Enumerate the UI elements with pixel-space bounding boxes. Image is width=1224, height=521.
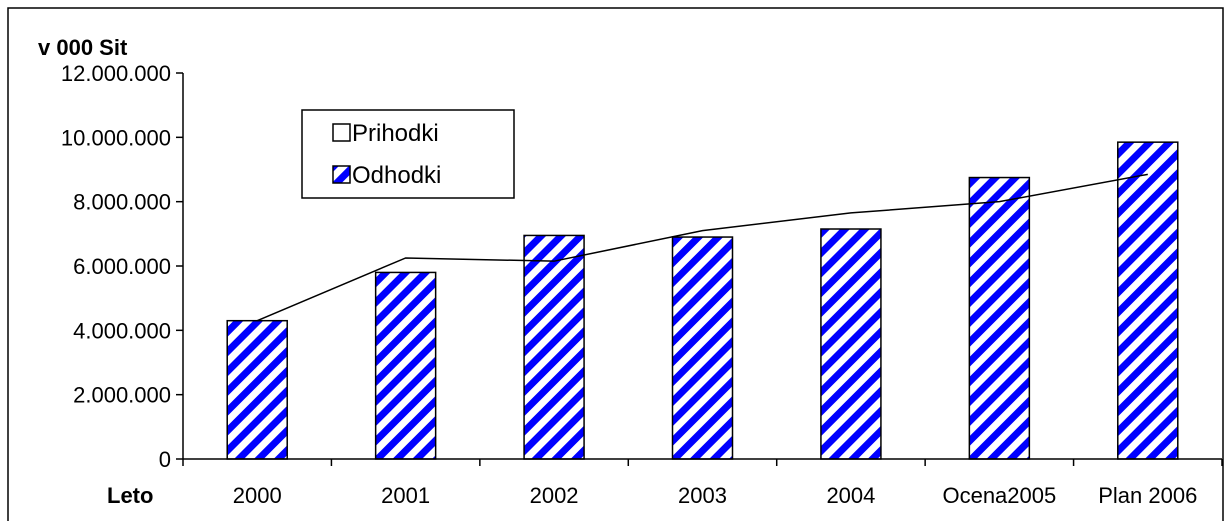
x-tick-label: 2004 [826,483,875,508]
x-tick-label: 2002 [530,483,579,508]
x-tick-label: 2001 [381,483,430,508]
legend-label-odhodki: Odhodki [352,162,441,189]
bar-odhodki [374,271,437,460]
legend-swatch-odhodki [332,165,351,184]
line-prihodki [256,173,1148,322]
y-axis-title: v 000 Sit [38,35,128,60]
y-tick-label: 12.000.000 [61,61,171,86]
y-tick-label: 4.000.000 [73,318,171,343]
bar-odhodki [226,319,288,460]
legend-label-prihodki: Prihodki [352,120,439,147]
x-tick-label: 2000 [233,483,282,508]
x-tick-label: Ocena2005 [942,483,1056,508]
y-tick-label: 2.000.000 [73,383,171,408]
y-axis-ticks: 0 2.000.000 4.000.000 6.000.000 8.000.000 10.… [61,61,183,472]
bar-odhodki [968,176,1031,460]
bar-series [226,141,1179,460]
legend: Prihodki Odhodki [301,109,515,199]
y-tick-label: 6.000.000 [73,254,171,279]
y-tick-label: 10.000.000 [61,125,171,150]
bar-odhodki [523,234,585,460]
y-tick-label: 0 [159,447,171,472]
bar-odhodki [1117,141,1179,460]
bar-odhodki [671,236,734,460]
chart-border [7,7,1224,521]
x-axis-title: Leto [107,483,153,508]
bar-odhodki [820,228,882,460]
x-tick-label: Plan 2006 [1098,483,1197,508]
line-series [256,173,1148,322]
legend-swatch-prihodki [332,123,351,142]
x-tick-label: 2003 [678,483,727,508]
x-axis-ticks: 2000 2001 2002 2003 2004 Ocena2005 Plan 2006 [182,459,1223,508]
axes [182,73,1222,460]
y-tick-label: 8.000.000 [73,190,171,215]
